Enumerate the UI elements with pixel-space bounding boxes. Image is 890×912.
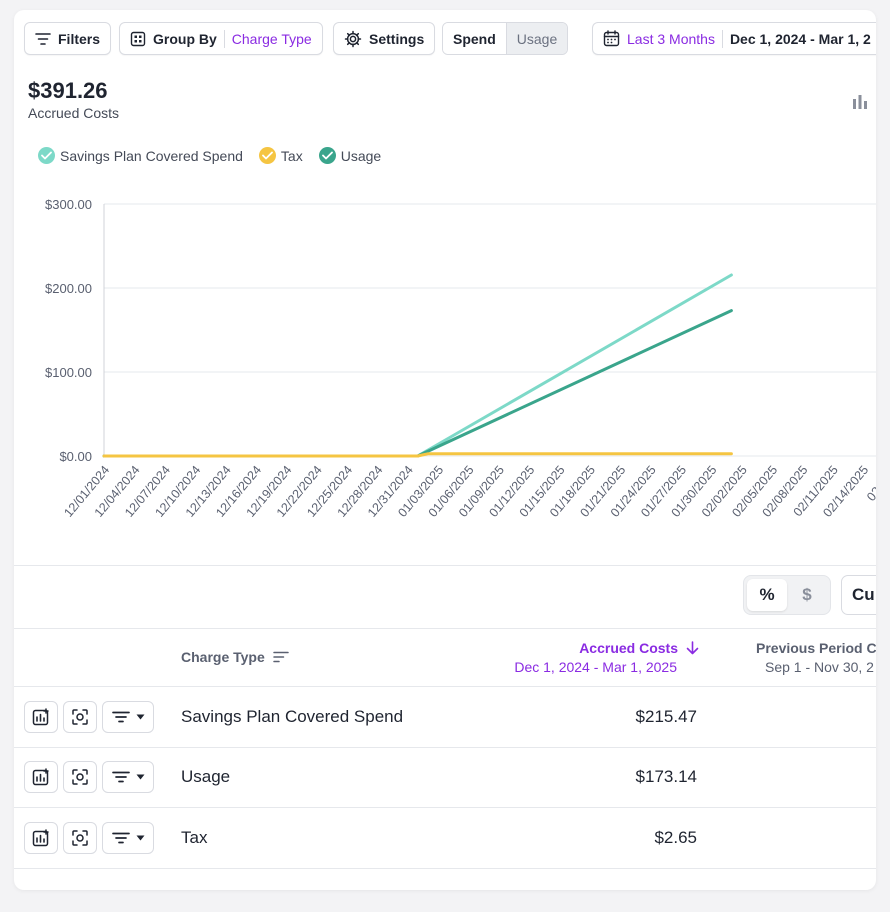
customize-button[interactable]: Cu bbox=[841, 575, 876, 615]
percent-dollar-toggle: % $ bbox=[743, 575, 831, 615]
group-by-button[interactable]: Group By Charge Type bbox=[119, 22, 323, 55]
usage-option[interactable]: Usage bbox=[505, 23, 568, 54]
series-line-usage bbox=[102, 309, 733, 458]
filter-dropdown-button[interactable] bbox=[102, 761, 154, 793]
column-header-accrued-costs[interactable]: Accrued Costs Dec 1, 2024 - Mar 1, 2025 bbox=[464, 640, 699, 675]
divider bbox=[14, 807, 876, 808]
chart-plus-icon bbox=[32, 708, 50, 726]
y-tick-label: $100.00 bbox=[45, 365, 92, 380]
add-chart-button[interactable] bbox=[24, 701, 58, 733]
filters-button[interactable]: Filters bbox=[24, 22, 112, 55]
add-chart-button[interactable] bbox=[24, 761, 58, 793]
filter-lines-icon bbox=[111, 711, 130, 723]
focus-button[interactable] bbox=[63, 822, 97, 854]
total-label: Accrued Costs bbox=[28, 105, 120, 121]
column-header-date-range: Dec 1, 2024 - Mar 1, 2025 bbox=[514, 659, 677, 675]
column-header-charge-type[interactable]: Charge Type bbox=[181, 649, 289, 665]
table-row: Tax $2.65 bbox=[14, 808, 876, 868]
total-amount: $391.26 bbox=[28, 78, 108, 103]
group-by-label: Group By bbox=[153, 30, 217, 47]
accrued-cost-cell: $2.65 bbox=[654, 828, 697, 847]
filter-lines-icon bbox=[111, 771, 130, 783]
caret-down-icon bbox=[136, 774, 145, 780]
series-line-savings-plan-covered-spend bbox=[102, 273, 733, 458]
chart-plus-icon bbox=[32, 768, 50, 786]
charge-type-cell: Savings Plan Covered Spend bbox=[181, 707, 404, 726]
y-tick-label: $300.00 bbox=[45, 197, 92, 212]
bar-chart-icon[interactable] bbox=[852, 94, 868, 115]
divider bbox=[14, 747, 876, 748]
column-header-label: Accrued Costs bbox=[579, 640, 678, 656]
filter-lines-icon bbox=[111, 832, 130, 844]
cost-line-chart: $0.00$100.00$200.00$300.0012/01/202412/0… bbox=[45, 197, 876, 520]
charge-type-cell: Tax bbox=[181, 828, 208, 847]
focus-icon bbox=[71, 768, 89, 786]
percent-option[interactable]: % bbox=[747, 579, 787, 611]
accrued-cost-cell: $173.14 bbox=[635, 767, 697, 786]
charge-type-cell: Usage bbox=[181, 767, 231, 786]
sort-icon bbox=[273, 651, 289, 663]
filter-dropdown-button[interactable] bbox=[102, 701, 154, 733]
check-circle-icon bbox=[318, 147, 336, 164]
dollar-option[interactable]: $ bbox=[802, 585, 812, 604]
legend-label: Tax bbox=[280, 147, 303, 164]
spend-usage-toggle: Spend Usage bbox=[442, 22, 569, 55]
focus-button[interactable] bbox=[63, 761, 97, 793]
caret-down-icon bbox=[136, 714, 145, 720]
arrow-down-icon bbox=[686, 641, 699, 655]
chart-legend: Savings Plan Covered Spend Tax Usage bbox=[38, 147, 397, 164]
date-range-text: Dec 1, 2024 - Mar 1, 2 bbox=[729, 30, 871, 47]
calendar-icon bbox=[603, 30, 620, 47]
date-preset: Last 3 Months bbox=[627, 30, 715, 47]
divider bbox=[223, 29, 225, 48]
y-tick-label: $200.00 bbox=[45, 281, 92, 296]
series-line-tax bbox=[102, 452, 733, 458]
y-tick-label: $0.00 bbox=[59, 449, 92, 464]
add-chart-button[interactable] bbox=[24, 822, 58, 854]
cost-report-card: Filters Group By Charge Type Settings Sp… bbox=[14, 10, 876, 890]
filter-dropdown-button[interactable] bbox=[102, 822, 154, 854]
chart-plus-icon bbox=[32, 829, 50, 847]
focus-icon bbox=[71, 829, 89, 847]
divider bbox=[14, 628, 876, 629]
check-circle-icon bbox=[38, 147, 55, 164]
caret-down-icon bbox=[136, 835, 145, 841]
table-row: Usage $173.14 bbox=[14, 747, 876, 807]
legend-label: Savings Plan Covered Spend bbox=[60, 147, 243, 164]
column-header-label: Previous Period C bbox=[756, 640, 876, 656]
settings-label: Settings bbox=[369, 30, 425, 47]
legend-item-savings-plan[interactable]: Savings Plan Covered Spend bbox=[38, 147, 243, 164]
filters-label: Filters bbox=[58, 30, 101, 47]
settings-button[interactable]: Settings bbox=[333, 22, 436, 55]
divider bbox=[721, 29, 723, 48]
gear-icon bbox=[344, 30, 362, 48]
legend-item-tax[interactable]: Tax bbox=[258, 147, 303, 164]
legend-label: Usage bbox=[340, 147, 382, 164]
grid-icon bbox=[130, 31, 146, 47]
check-circle-icon bbox=[258, 147, 276, 164]
column-header-label: Charge Type bbox=[181, 649, 265, 665]
focus-button[interactable] bbox=[63, 701, 97, 733]
divider bbox=[14, 686, 876, 687]
legend-item-usage[interactable]: Usage bbox=[318, 147, 382, 164]
accrued-cost-cell: $215.47 bbox=[635, 707, 697, 726]
divider bbox=[14, 868, 876, 869]
date-range-picker[interactable]: Last 3 Months Dec 1, 2024 - Mar 1, 2 bbox=[592, 22, 876, 55]
filter-lines-icon bbox=[35, 32, 51, 46]
spend-option[interactable]: Spend bbox=[443, 23, 506, 54]
divider bbox=[14, 565, 876, 566]
column-header-date-range: Sep 1 - Nov 30, 2 bbox=[765, 659, 874, 675]
table-row: Savings Plan Covered Spend $215.47 bbox=[14, 687, 876, 747]
focus-icon bbox=[71, 708, 89, 726]
toolbar: Filters Group By Charge Type Settings Sp… bbox=[24, 22, 876, 56]
group-by-value: Charge Type bbox=[231, 30, 312, 47]
column-header-previous-period[interactable]: Previous Period C Sep 1 - Nov 30, 2 bbox=[756, 640, 876, 675]
